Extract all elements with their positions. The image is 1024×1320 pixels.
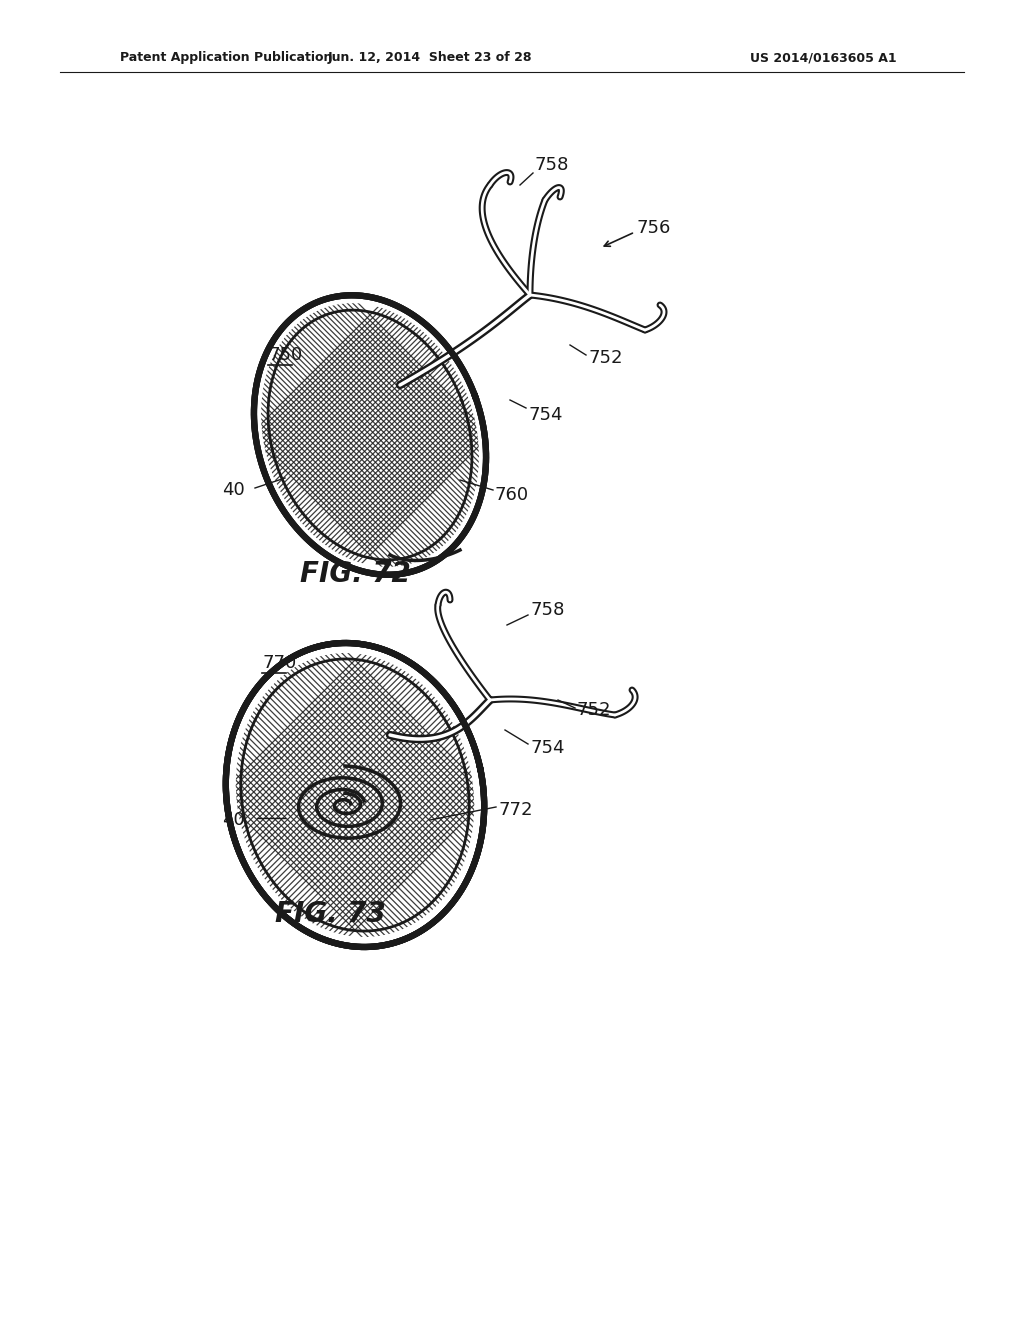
Text: 754: 754	[528, 407, 562, 424]
Text: 760: 760	[495, 486, 529, 504]
Polygon shape	[254, 296, 486, 574]
Text: 756: 756	[636, 219, 671, 238]
Text: 770: 770	[262, 653, 296, 672]
Text: Jun. 12, 2014  Sheet 23 of 28: Jun. 12, 2014 Sheet 23 of 28	[328, 51, 532, 65]
Text: 750: 750	[268, 346, 302, 364]
Text: US 2014/0163605 A1: US 2014/0163605 A1	[750, 51, 897, 65]
Polygon shape	[226, 643, 484, 946]
Text: FIG. 73: FIG. 73	[274, 900, 385, 928]
Text: 754: 754	[530, 739, 564, 756]
Text: 40: 40	[222, 480, 245, 499]
Text: Patent Application Publication: Patent Application Publication	[120, 51, 333, 65]
Text: 758: 758	[530, 601, 564, 619]
Text: FIG. 72: FIG. 72	[300, 560, 411, 587]
Text: 758: 758	[535, 156, 569, 174]
Text: 40: 40	[222, 810, 245, 829]
Text: 752: 752	[588, 348, 623, 367]
Text: 772: 772	[498, 801, 532, 818]
Text: 752: 752	[577, 701, 611, 719]
